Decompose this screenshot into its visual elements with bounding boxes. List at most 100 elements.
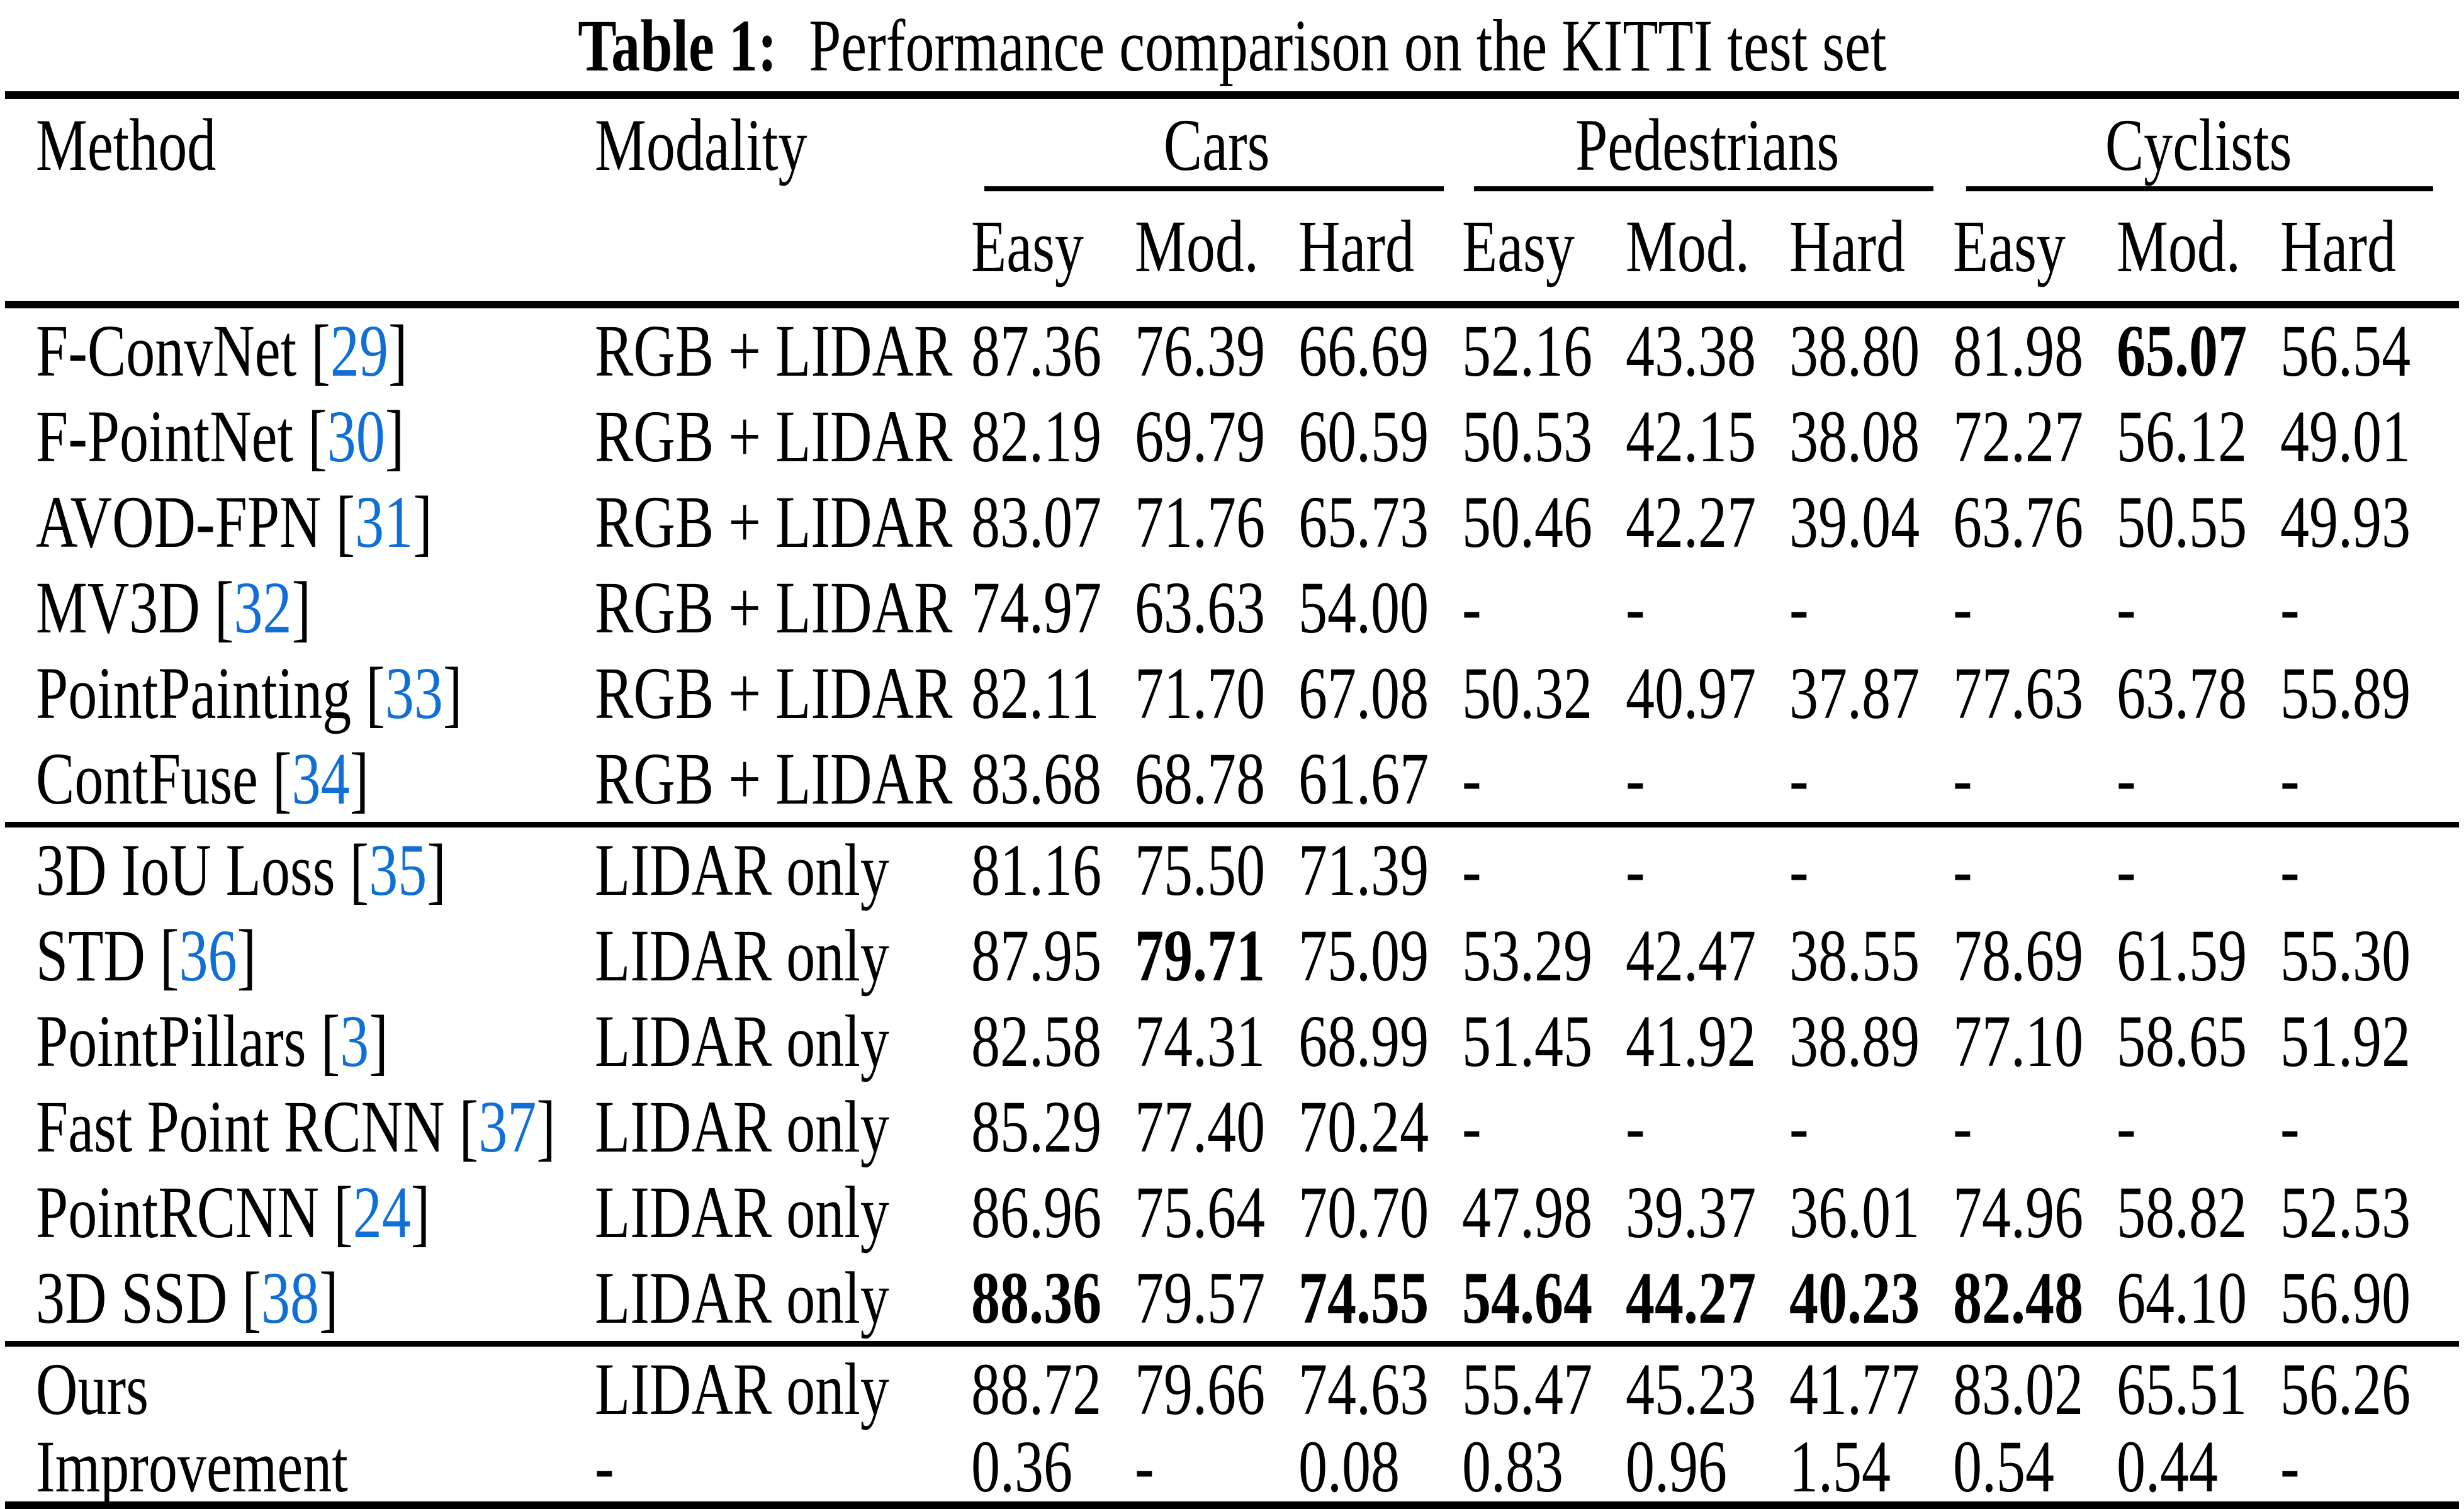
- modality-cell: LIDAR only: [595, 913, 971, 999]
- value-cell: 72.27: [1953, 394, 2117, 480]
- value-cell: 50.32: [1462, 651, 1626, 736]
- citation-ref[interactable]: [35]: [335, 829, 446, 911]
- citation-ref[interactable]: [36]: [145, 914, 256, 997]
- value-cell: 38.80: [1789, 308, 1953, 394]
- value: 49.01: [2280, 395, 2411, 478]
- citation-number[interactable]: 24: [352, 1171, 411, 1254]
- value-cell: 53.29: [1462, 913, 1626, 999]
- citation-number[interactable]: 29: [330, 310, 388, 392]
- value: 70.70: [1298, 1171, 1429, 1254]
- modality-label: LIDAR only: [595, 914, 889, 997]
- value: 55.89: [2280, 652, 2411, 734]
- table-row: ContFuse [34] RGB + LIDAR 83.68 68.78 61.6…: [0, 736, 2464, 822]
- value-cell: 55.89: [2280, 651, 2444, 736]
- citation-number[interactable]: 38: [261, 1257, 320, 1339]
- method-label: F-PointNet: [36, 395, 294, 478]
- value: 81.16: [971, 829, 1102, 911]
- value: 68.99: [1298, 1000, 1429, 1082]
- subheader-hard-5: Hard: [1789, 205, 1905, 288]
- value-cell: 77.10: [1953, 999, 2117, 1084]
- value: 88.36: [971, 1257, 1102, 1339]
- citation-ref[interactable]: [33]: [351, 652, 462, 734]
- value: -: [1789, 1085, 1809, 1168]
- value-cell: -: [2117, 827, 2280, 913]
- citation-ref[interactable]: [34]: [258, 738, 369, 820]
- citation-number[interactable]: 32: [233, 566, 292, 649]
- value-cell: 38.55: [1789, 913, 1953, 999]
- value-cell: -: [2117, 1084, 2280, 1170]
- value: 77.63: [1953, 652, 2084, 734]
- value-cell: 37.87: [1789, 651, 1953, 736]
- citation-number[interactable]: 30: [327, 395, 385, 478]
- value: -: [2280, 738, 2300, 820]
- method-cell: MV3D [32]: [36, 565, 595, 651]
- modality-label: RGB + LIDAR: [595, 395, 953, 478]
- value: 74.31: [1135, 1000, 1266, 1082]
- citation-ref[interactable]: [37]: [445, 1085, 556, 1168]
- value-cell: 38.08: [1789, 394, 1953, 480]
- value-cell: 56.26: [2280, 1347, 2444, 1432]
- modality-label: LIDAR only: [595, 829, 889, 911]
- value-cell: 42.15: [1626, 394, 1789, 480]
- value-cell: 55.30: [2280, 913, 2444, 999]
- value: 51.92: [2280, 1000, 2411, 1082]
- citation-ref[interactable]: [3]: [307, 1000, 388, 1082]
- citation-ref[interactable]: [24]: [319, 1171, 430, 1254]
- value: 52.53: [2280, 1171, 2411, 1254]
- value-cell: -: [1626, 1084, 1789, 1170]
- value: -: [1626, 566, 1645, 649]
- method-label: PointPainting: [36, 652, 352, 734]
- citation-ref[interactable]: [30]: [293, 395, 404, 478]
- citation-number[interactable]: 36: [179, 914, 237, 997]
- citation-bracket-close: ]: [442, 652, 463, 734]
- value-cell: 44.27: [1626, 1255, 1789, 1341]
- citation-number[interactable]: 35: [369, 829, 427, 911]
- value-cell: 82.58: [971, 999, 1135, 1084]
- citation-bracket-open: [: [366, 652, 385, 734]
- subheader-hard-2: Hard: [1298, 205, 1414, 288]
- value: 87.36: [971, 310, 1102, 392]
- citation-ref[interactable]: [31]: [322, 481, 432, 563]
- value: 42.27: [1626, 481, 1757, 563]
- citation-number[interactable]: 37: [478, 1085, 537, 1168]
- value-cell: 55.47: [1462, 1347, 1626, 1432]
- value: 75.50: [1135, 829, 1266, 911]
- value-cell: -: [1462, 827, 1626, 913]
- method-label: Improvement: [36, 1425, 348, 1508]
- value-cell: 45.23: [1626, 1347, 1789, 1432]
- value: 82.19: [971, 395, 1102, 478]
- modality-cell: LIDAR only: [595, 1084, 971, 1170]
- value-cell: 56.90: [2280, 1255, 2444, 1341]
- value-cell: 40.23: [1789, 1255, 1953, 1341]
- value-cell: 83.07: [971, 480, 1135, 565]
- value: 50.46: [1462, 481, 1593, 563]
- section-divider-rule-1: [5, 822, 2459, 827]
- table-row: STD [36] LIDAR only 87.95 79.71 75.09 53.29…: [0, 913, 2464, 999]
- citation-number[interactable]: 31: [355, 481, 413, 563]
- value-cell: 86.96: [971, 1170, 1135, 1255]
- value-cell: 61.59: [2117, 913, 2280, 999]
- modality-cell: RGB + LIDAR: [595, 394, 971, 480]
- citation-ref[interactable]: [29]: [296, 310, 407, 392]
- value-cell: 79.71: [1135, 913, 1298, 999]
- method-cell: 3D SSD [38]: [36, 1255, 595, 1341]
- col-header-method: Method: [36, 104, 217, 186]
- citation-ref[interactable]: [32]: [200, 566, 311, 649]
- citation-number[interactable]: 3: [340, 1000, 369, 1082]
- value-cell: 67.08: [1298, 651, 1462, 736]
- citation-bracket-close: ]: [410, 1171, 430, 1254]
- citation-number[interactable]: 33: [385, 652, 443, 734]
- value: 41.77: [1789, 1348, 1920, 1430]
- citation-ref[interactable]: [38]: [227, 1257, 338, 1339]
- value-cell: 41.92: [1626, 999, 1789, 1084]
- value-cell: 51.45: [1462, 999, 1626, 1084]
- method-label: PointRCNN: [36, 1171, 320, 1254]
- value-cell: 56.54: [2280, 308, 2444, 394]
- value: 87.95: [971, 914, 1102, 997]
- citation-number[interactable]: 34: [291, 738, 350, 820]
- value: 83.07: [971, 481, 1102, 563]
- value: 64.10: [2117, 1257, 2247, 1339]
- value-cell: -: [2280, 565, 2444, 651]
- value-cell: 87.36: [971, 308, 1135, 394]
- value: 39.37: [1626, 1171, 1757, 1254]
